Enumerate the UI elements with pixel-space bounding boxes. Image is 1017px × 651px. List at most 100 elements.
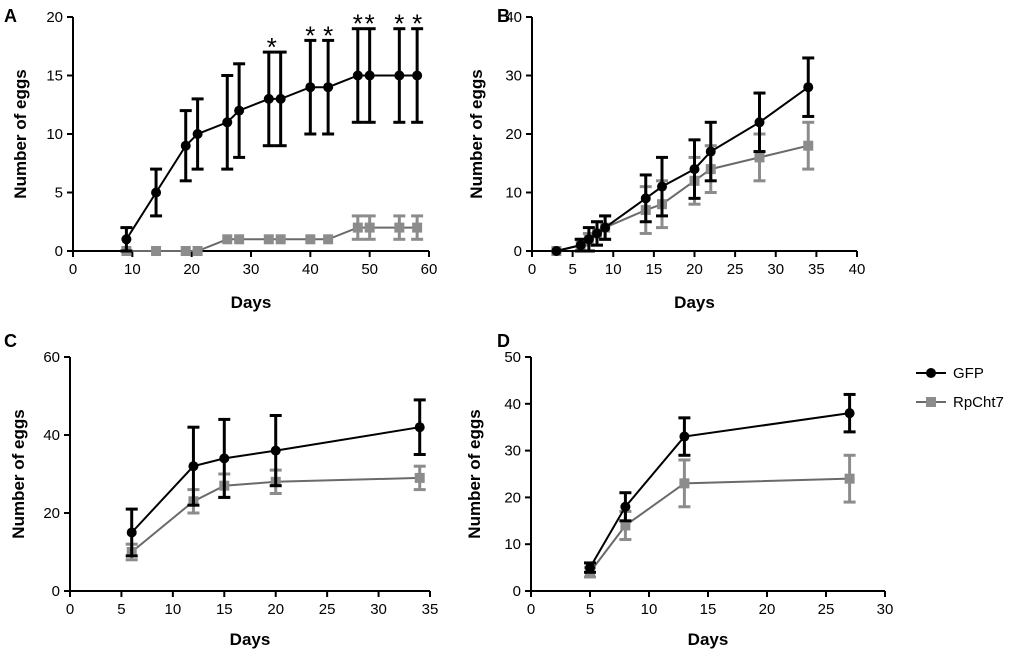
x-tick-label: 30 (370, 601, 387, 618)
series-gfp (584, 392, 856, 574)
panel-a: A 0 10 20 30 40 50 60 0 5 10 15 20 Days Number of eggs… (4, 6, 437, 312)
x-tick-label: 5 (117, 601, 125, 618)
data-point-rpcht7 (754, 152, 765, 163)
x-tick-label: 20 (267, 601, 284, 618)
data-point-gfp (364, 70, 375, 81)
panel-d: D 0 5 10 15 20 25 30 0 10 20 30 40 50 Days Number of eg… (465, 331, 893, 649)
x-tick-label: 25 (727, 261, 744, 278)
data-point-gfp (592, 228, 602, 239)
series-rpcht7 (121, 214, 424, 256)
panel-b: B 0 5 10 15 20 25 30 35 40 0 10 20 30 40 Days Number of … (467, 6, 865, 312)
data-point-gfp (620, 501, 631, 512)
legend-label: GFP (953, 365, 984, 382)
y-tick-label: 40 (504, 396, 521, 413)
data-point-rpcht7 (394, 222, 405, 233)
legend-marker-square (926, 397, 936, 407)
data-point-rpcht7 (679, 478, 690, 489)
x-tick-label: 30 (877, 601, 894, 618)
x-tick-label: 15 (216, 601, 233, 618)
data-point-gfp (414, 422, 425, 433)
data-point-gfp (275, 93, 286, 104)
data-point-rpcht7 (192, 246, 203, 256)
x-tick-label: 35 (422, 601, 439, 618)
y-tick-label: 10 (504, 536, 521, 553)
y-tick-label: 30 (504, 443, 521, 460)
y-tick-label: 40 (43, 427, 60, 444)
data-point-gfp (585, 562, 595, 573)
x-axis-title: Days (674, 293, 715, 312)
x-tick-label: 15 (700, 601, 717, 618)
y-tick-label: 0 (513, 583, 521, 600)
panel-c: C 0 5 10 15 20 25 30 35 0 20 40 60 Days Number of eggs (4, 331, 438, 649)
data-point-gfp (263, 93, 274, 104)
panel-letter: D (497, 331, 510, 351)
y-tick-label: 0 (514, 243, 522, 260)
data-point-gfp (180, 140, 191, 151)
data-point-gfp (305, 82, 316, 93)
series-gfp (120, 27, 424, 253)
data-point-gfp (583, 234, 594, 245)
x-tick-label: 0 (69, 261, 77, 278)
data-point-gfp (222, 117, 233, 128)
data-point-gfp (844, 408, 855, 419)
y-tick-label: 40 (505, 9, 522, 26)
y-tick-label: 50 (504, 349, 521, 366)
x-tick-label: 0 (66, 601, 74, 618)
y-tick-label: 10 (46, 126, 63, 143)
x-tick-label: 35 (808, 261, 825, 278)
x-tick-label: 40 (849, 261, 866, 278)
significance-star: * (365, 9, 375, 39)
data-point-gfp (192, 129, 203, 139)
data-point-rpcht7 (414, 472, 425, 483)
x-tick-label: 15 (646, 261, 663, 278)
y-tick-label: 20 (46, 9, 63, 26)
significance-star: * (305, 20, 315, 50)
y-tick-label: 20 (504, 489, 521, 506)
x-tick-label: 10 (605, 261, 622, 278)
legend-label: RpCht7 (953, 394, 1004, 411)
legend-item-rpcht7: RpCht7 (916, 394, 1004, 411)
legend: GFP RpCht7 (916, 365, 1004, 411)
data-point-rpcht7 (305, 234, 316, 245)
panel-letter: A (4, 6, 17, 26)
data-point-gfp (575, 240, 586, 251)
data-point-gfp (234, 105, 245, 116)
data-point-gfp (188, 461, 199, 472)
data-point-gfp (394, 70, 405, 81)
data-point-gfp (640, 193, 651, 204)
data-point-rpcht7 (275, 234, 286, 245)
x-tick-label: 25 (818, 601, 835, 618)
y-axis-title: Number of eggs (467, 69, 486, 198)
x-tick-label: 40 (302, 261, 319, 278)
data-point-gfp (679, 431, 690, 442)
panel-letter: B (497, 6, 510, 26)
y-tick-label: 0 (52, 583, 60, 600)
y-tick-label: 20 (505, 126, 522, 143)
data-point-gfp (600, 222, 611, 233)
y-tick-label: 10 (505, 185, 522, 202)
y-tick-label: 0 (55, 243, 63, 260)
x-tick-label: 5 (568, 261, 576, 278)
series-gfp (125, 398, 426, 558)
data-point-gfp (803, 82, 814, 93)
data-point-gfp (551, 246, 562, 256)
y-tick-label: 5 (55, 185, 63, 202)
data-point-rpcht7 (364, 222, 375, 233)
y-axis-title: Number of eggs (465, 409, 484, 538)
data-point-gfp (121, 234, 132, 245)
data-point-rpcht7 (323, 234, 334, 245)
data-point-gfp (323, 82, 334, 93)
x-tick-label: 10 (124, 261, 141, 278)
significance-star: * (267, 32, 277, 62)
data-point-rpcht7 (234, 234, 245, 245)
y-axis-title: Number of eggs (9, 409, 28, 538)
y-tick-label: 20 (43, 505, 60, 522)
x-tick-label: 20 (759, 601, 776, 618)
x-tick-label: 50 (361, 261, 378, 278)
data-point-rpcht7 (620, 520, 631, 531)
data-point-gfp (705, 146, 716, 157)
data-point-rpcht7 (412, 222, 423, 233)
data-point-gfp (352, 70, 363, 81)
x-axis-title: Days (688, 630, 729, 649)
